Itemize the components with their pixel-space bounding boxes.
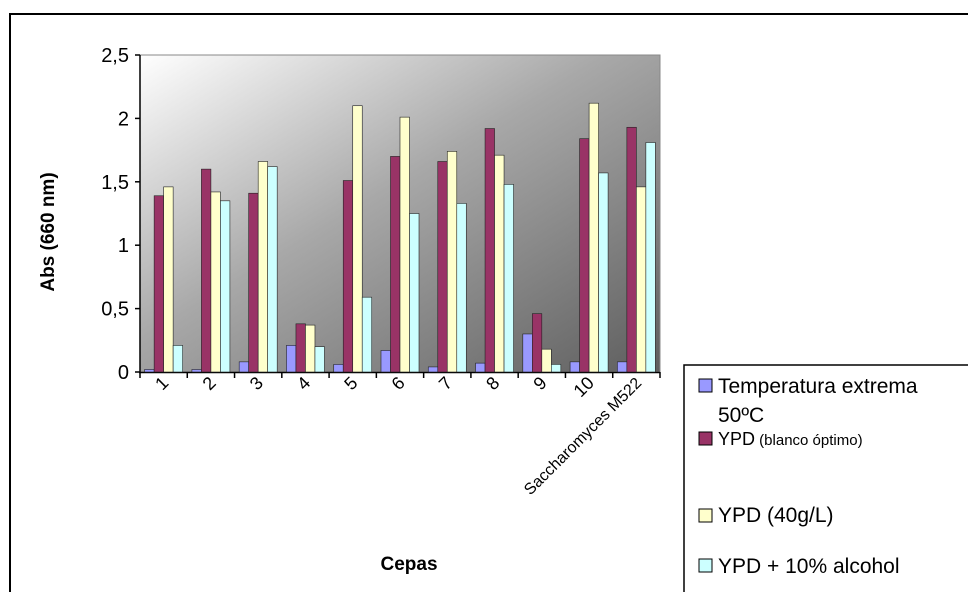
- bar-series4-cat-9: [551, 364, 562, 373]
- bar-series1-cat-1: [144, 369, 155, 373]
- bar-series3-cat-8: [494, 154, 505, 373]
- bar-series2-cat-3: [248, 192, 259, 373]
- bar-series1-cat-5: [333, 364, 344, 373]
- legend-label-temperatura-line1: Temperatura extrema: [718, 375, 918, 398]
- bar-series1-cat-saccharomyces-m522: [617, 361, 628, 373]
- bar-series3-cat-7: [446, 151, 458, 373]
- legend: Temperatura extrema 50ºC YPD (blanco ópt…: [683, 364, 968, 597]
- legend-swatch-ypd-blanco: [698, 431, 713, 446]
- bar-series2-cat-1: [153, 195, 164, 373]
- legend-label-ypd-alcohol: YPD + 10% alcohol: [718, 555, 900, 578]
- bar-series2-cat-9: [532, 313, 543, 373]
- legend-label-ypd-blanco: YPD (blanco óptimo): [718, 429, 863, 449]
- bar-series1-cat-10: [569, 361, 580, 373]
- bar-series2-cat-2: [201, 168, 212, 373]
- x-axis-label: Cepas: [380, 554, 437, 575]
- bar-series3-cat-saccharomyces-m522: [636, 186, 647, 373]
- bar-series1-cat-8: [475, 362, 486, 373]
- bar-series3-cat-10: [588, 102, 599, 373]
- bar-series4-cat-6: [409, 213, 420, 373]
- y-axis-label: Abs (660 nm): [38, 172, 59, 291]
- legend-label-ypd-40: YPD (40g/L): [718, 504, 834, 527]
- bar-series3-cat-2: [210, 191, 221, 373]
- bar-series1-cat-9: [522, 333, 533, 373]
- bar-series4-cat-8: [503, 184, 514, 373]
- y-ticks-group: 0 0,5 1 1,5 2 2,5: [101, 45, 140, 384]
- legend-swatch-temperatura: [698, 378, 713, 393]
- bar-series1-cat-7: [427, 366, 439, 373]
- legend-swatch-ypd-alcohol: [698, 558, 713, 573]
- bar-series4-cat-4: [314, 346, 325, 373]
- bar-series2-cat-4: [295, 323, 306, 373]
- bar-series3-cat-6: [399, 116, 410, 373]
- legend-label-ypd-blanco-note: (blanco óptimo): [755, 432, 863, 449]
- chart-frame: 0 0,5 1 1,5 2 2,5 1 2 3 4 5 6 7 8 9 10 Saccharomyces M5…: [6, 12, 968, 597]
- bar-series4-cat-2: [220, 200, 231, 373]
- bar-series3-cat-5: [352, 105, 363, 373]
- y-tick-label: 0,5: [101, 299, 129, 321]
- bar-series2-cat-10: [579, 138, 590, 373]
- bar-series3-cat-9: [541, 348, 552, 373]
- bar-series2-cat-5: [342, 180, 354, 373]
- bar-series1-cat-4: [286, 345, 297, 373]
- legend-box: [683, 364, 968, 597]
- bars-group: [144, 102, 656, 373]
- bar-series4-cat-7: [456, 203, 467, 373]
- y-tick-label: 1: [118, 235, 129, 257]
- y-tick-label: 2: [118, 108, 129, 130]
- bar-series4-cat-saccharomyces-m522: [645, 142, 656, 373]
- bar-series3-cat-1: [163, 186, 174, 373]
- bar-series4-cat-10: [598, 172, 609, 373]
- y-tick-label: 2,5: [101, 45, 129, 67]
- bar-series3-cat-3: [257, 161, 268, 373]
- legend-swatch-ypd-40: [698, 508, 713, 523]
- bar-series4-cat-5: [361, 296, 373, 373]
- bar-series4-cat-3: [267, 166, 278, 373]
- bar-series2-cat-saccharomyces-m522: [626, 126, 637, 373]
- legend-label-ypd-blanco-main: YPD: [718, 429, 755, 449]
- bar-series1-cat-3: [238, 361, 249, 373]
- bar-series1-cat-2: [191, 369, 202, 373]
- bar-series4-cat-1: [172, 345, 183, 373]
- bar-series2-cat-6: [390, 156, 401, 373]
- y-tick-label: 1,5: [101, 172, 129, 194]
- legend-label-temperatura-line2: 50ºC: [718, 404, 764, 427]
- bar-series1-cat-6: [380, 350, 391, 373]
- y-tick-label: 0: [118, 362, 129, 384]
- bar-series2-cat-7: [437, 161, 448, 373]
- bar-series2-cat-8: [484, 128, 495, 373]
- bar-series3-cat-4: [305, 324, 316, 373]
